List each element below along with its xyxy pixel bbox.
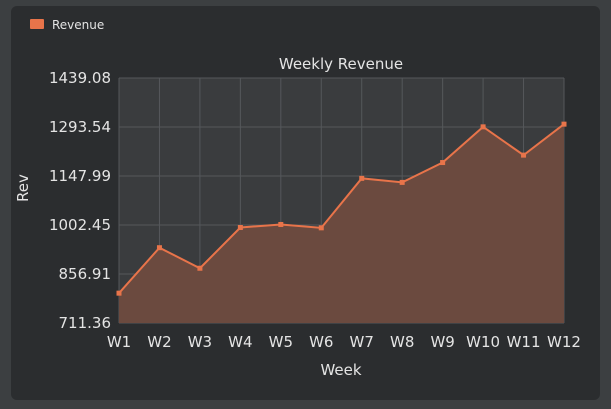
series-line (118, 123, 565, 294)
data-point (318, 225, 324, 231)
x-tick-label: W5 (269, 333, 293, 351)
y-tick-label: 1293.54 (49, 118, 111, 136)
x-tick-label: W12 (547, 333, 581, 351)
y-tick-label: 1002.45 (49, 216, 111, 234)
x-tick-label: W6 (309, 333, 333, 351)
x-tick-label: W8 (390, 333, 414, 351)
data-point (399, 179, 405, 185)
data-point (440, 160, 446, 166)
data-point (561, 121, 567, 127)
legend-swatch (30, 19, 44, 29)
data-point (156, 245, 162, 251)
y-tick-label: 1147.99 (49, 167, 111, 185)
x-tick-label: W9 (430, 333, 454, 351)
x-tick-label: W1 (107, 333, 131, 351)
series-area (118, 123, 565, 323)
chart-title: Weekly Revenue (279, 55, 403, 73)
x-axis-label: Week (320, 361, 361, 379)
x-tick-label: W2 (147, 333, 171, 351)
series-points (116, 121, 567, 296)
legend-label: Revenue (52, 18, 104, 32)
y-tick-label: 1439.08 (49, 69, 111, 87)
x-axis: W1 W2 W3 W4 W5 W6 W7 W8 W9 W10 W11 W12 (107, 333, 581, 351)
y-axis-label: Rev (14, 174, 32, 202)
data-point (521, 152, 527, 158)
x-tick-label: W10 (466, 333, 500, 351)
x-tick-label: W11 (507, 333, 541, 351)
y-tick-label: 856.91 (59, 265, 112, 283)
x-tick-label: W3 (188, 333, 212, 351)
x-tick-label: W7 (350, 333, 374, 351)
x-tick-label: W4 (228, 333, 252, 351)
data-point (237, 225, 243, 231)
data-point (359, 175, 365, 181)
data-point (116, 290, 122, 296)
y-axis: 711.36 856.91 1002.45 1147.99 1293.54 1439.08 (49, 69, 111, 332)
area-fill (119, 124, 564, 323)
data-point (197, 265, 203, 271)
data-point (278, 221, 284, 227)
y-tick-label: 711.36 (59, 314, 112, 332)
data-point (480, 124, 486, 130)
